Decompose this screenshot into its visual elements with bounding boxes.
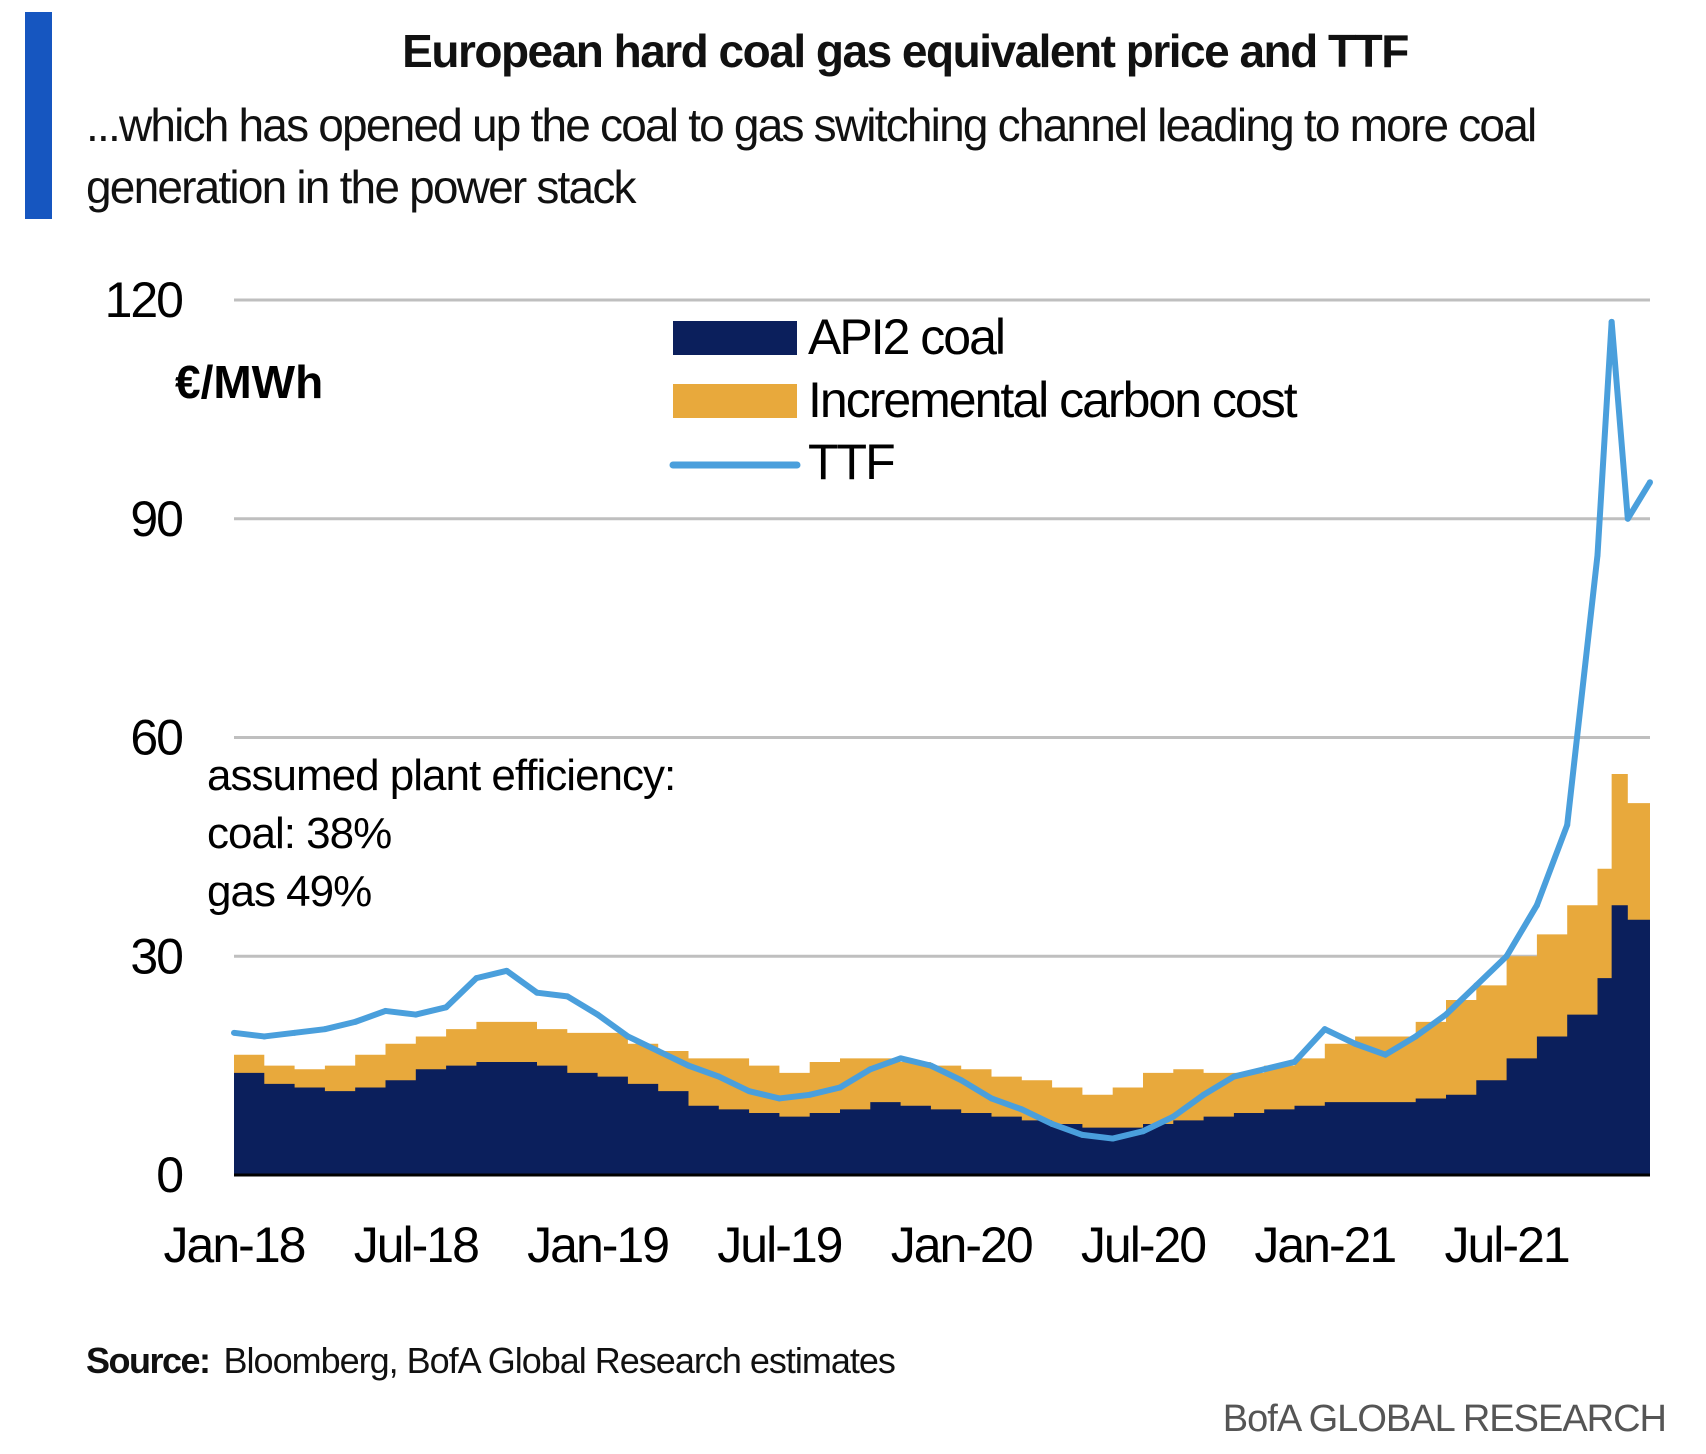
ttf-point [1647,479,1653,486]
x-tick-label: Jan-19 [527,1217,668,1273]
ttf-point [443,1004,450,1011]
ttf-point [564,993,571,1000]
ttf-point [503,967,510,974]
ttf-point [927,1062,934,1069]
source-note: Source: Bloomberg, BofA Global Research e… [86,1340,896,1382]
ttf-point [1564,822,1571,828]
ttf-point [867,1066,874,1073]
x-tick-label: Jul-18 [354,1217,478,1273]
y-axis-unit: €/MWh [175,356,323,408]
ttf-point [776,1095,783,1102]
ttf-point [1382,1051,1389,1058]
legend-label-carbon: Incremental carbon cost [808,372,1298,428]
ttf-point [897,1055,904,1062]
x-tick-label: Jul-21 [1445,1217,1569,1273]
ttf-point [321,1026,328,1033]
chart-title: European hard coal gas equivalent price … [402,25,1409,77]
ttf-point [837,1084,843,1091]
ttf-point [1624,515,1631,522]
ttf-point [746,1088,753,1095]
ttf-point [594,1011,601,1018]
ttf-point [1170,1113,1177,1120]
ttf-point [473,975,480,982]
ttf-point [231,1029,237,1036]
accent-bar [25,12,52,219]
ttf-point [534,989,540,996]
ttf-point [655,1048,662,1055]
y-tick-label: 60 [130,710,182,766]
chart-subtitle-line1: ...which has opened up the coal to gas s… [86,99,1537,151]
y-tick-label: 90 [130,491,182,547]
ttf-point [1321,1026,1328,1033]
ttf-point [988,1095,995,1102]
ttf-point [1412,1033,1419,1040]
x-tick-label: Jan-21 [1254,1217,1395,1273]
ttf-point [1291,1058,1298,1065]
ttf-point [1109,1135,1116,1142]
ttf-point [1200,1091,1207,1098]
y-tick-label: 0 [156,1147,182,1203]
api2-coal-area [234,905,1650,1175]
ttf-point [1140,1128,1146,1135]
ttf-point [1533,902,1540,909]
x-tick-label: Jul-19 [717,1217,841,1273]
ttf-point [715,1073,722,1080]
annotation-line1: assumed plant efficiency: [207,751,675,800]
brand-logo-text: BofA GLOBAL RESEARCH [1222,1398,1667,1440]
ttf-point [624,1033,631,1040]
legend: API2 coal Incremental carbon cost TTF [669,309,1300,490]
source-label: Source: [86,1340,211,1381]
ttf-point [291,1029,298,1036]
ttf-point [1503,953,1510,960]
legend-label-coal: API2 coal [808,309,1004,365]
ttf-point [806,1091,813,1098]
chart-subtitle-line2: generation in the power stack [86,161,637,213]
ttf-point [958,1077,965,1084]
ttf-point [1230,1073,1237,1080]
ttf-point [1261,1066,1268,1073]
ttf-point [1352,1040,1359,1047]
ttf-point [1608,318,1615,325]
x-tick-label: Jan-20 [891,1217,1032,1273]
annotation: assumed plant efficiency: coal: 38% gas … [207,751,676,916]
ttf-point [382,1007,389,1014]
x-tick-label: Jul-20 [1081,1217,1205,1273]
ttf-point [1594,552,1601,559]
annotation-line2: coal: 38% [207,809,391,858]
y-tick-label: 120 [105,272,183,328]
ttf-point [1443,1011,1449,1018]
legend-swatch-coal [673,321,797,355]
y-tick-label: 30 [130,928,182,984]
ttf-line [233,318,1653,1142]
ttf-point [1049,1120,1056,1127]
source-text: Bloomberg, BofA Global Research estimate… [223,1340,896,1381]
annotation-line3: gas 49% [207,867,371,916]
ttf-point [261,1033,268,1040]
legend-label-ttf: TTF [808,434,894,490]
ttf-point [1473,982,1480,989]
ttf-point [1018,1106,1025,1113]
x-tick-label: Jan-18 [164,1217,305,1273]
ttf-point [412,1011,419,1018]
ttf-point [352,1018,359,1025]
ttf-point [1079,1131,1086,1138]
ttf-point [685,1062,692,1069]
legend-swatch-carbon [673,384,797,418]
